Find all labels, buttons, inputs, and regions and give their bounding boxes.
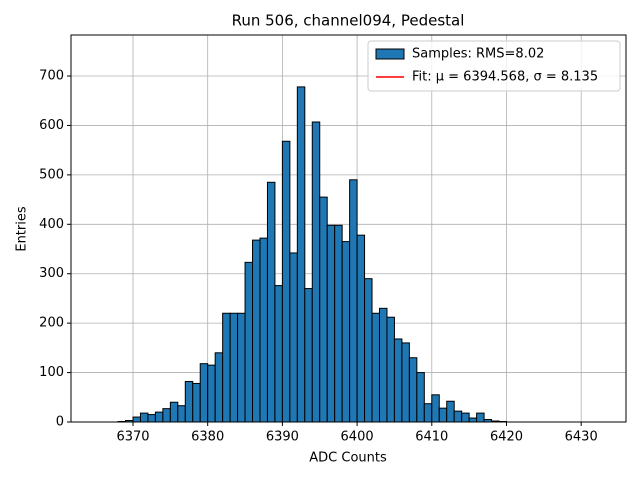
bar xyxy=(402,343,409,422)
y-tick-label: 300 xyxy=(39,266,64,281)
bar xyxy=(350,180,357,422)
y-axis-label: Entries xyxy=(15,206,30,252)
bar xyxy=(140,413,147,422)
x-tick-label: 6380 xyxy=(191,430,224,445)
y-tick-label: 600 xyxy=(39,118,64,133)
bar xyxy=(447,401,454,422)
bar xyxy=(312,122,319,422)
y-tick-label: 0 xyxy=(56,415,64,430)
bar xyxy=(208,365,215,422)
x-tick-label: 6400 xyxy=(341,430,374,445)
x-axis-label: ADC Counts xyxy=(309,451,387,466)
bar xyxy=(155,412,162,422)
y-tick-label: 400 xyxy=(39,217,64,232)
bar xyxy=(365,279,372,422)
y-tick-label: 500 xyxy=(39,167,64,182)
bar xyxy=(432,395,439,422)
bar xyxy=(253,240,260,422)
bar xyxy=(335,225,342,422)
bar xyxy=(282,141,289,422)
bar xyxy=(193,383,200,422)
bar xyxy=(297,87,304,422)
bar xyxy=(462,413,469,422)
legend-label: Samples: RMS=8.02 xyxy=(412,47,544,62)
bar xyxy=(469,418,476,422)
legend-label: Fit: μ = 6394.568, σ = 8.135 xyxy=(412,70,598,85)
bar xyxy=(320,197,327,422)
bar xyxy=(185,381,192,422)
y-tick-label: 100 xyxy=(39,365,64,380)
bar xyxy=(163,409,170,422)
bar xyxy=(424,404,431,422)
bar xyxy=(267,182,274,422)
bar xyxy=(394,339,401,422)
bar xyxy=(357,235,364,422)
bar xyxy=(327,225,334,422)
y-tick-label: 700 xyxy=(39,69,64,84)
legend: Samples: RMS=8.02 Fit: μ = 6394.568, σ = … xyxy=(368,41,620,91)
bar xyxy=(409,358,416,422)
bar xyxy=(148,415,155,422)
bar xyxy=(178,406,185,422)
marks xyxy=(118,87,544,422)
bar xyxy=(454,411,461,422)
x-tick-label: 6370 xyxy=(116,430,149,445)
chart-title: Run 506, channel094, Pedestal xyxy=(232,12,465,30)
bar xyxy=(275,286,282,422)
bar xyxy=(200,364,207,422)
bar xyxy=(260,238,267,422)
y-tick-label: 200 xyxy=(39,316,64,331)
legend-swatch xyxy=(376,49,404,59)
bar xyxy=(372,313,379,422)
bar xyxy=(439,408,446,422)
bar xyxy=(477,413,484,422)
bar xyxy=(133,417,140,422)
bar xyxy=(170,402,177,422)
bar xyxy=(290,253,297,422)
bar xyxy=(223,313,230,422)
bar xyxy=(245,262,252,422)
bar xyxy=(238,313,245,422)
x-tick-label: 6420 xyxy=(490,430,523,445)
bar xyxy=(379,308,386,422)
bar xyxy=(387,317,394,422)
x-tick-label: 6390 xyxy=(266,430,299,445)
bar xyxy=(305,289,312,422)
bar xyxy=(417,373,424,422)
bar xyxy=(342,242,349,422)
bar xyxy=(215,353,222,422)
bar xyxy=(230,313,237,422)
x-tick-label: 6430 xyxy=(565,430,598,445)
x-tick-label: 6410 xyxy=(415,430,448,445)
